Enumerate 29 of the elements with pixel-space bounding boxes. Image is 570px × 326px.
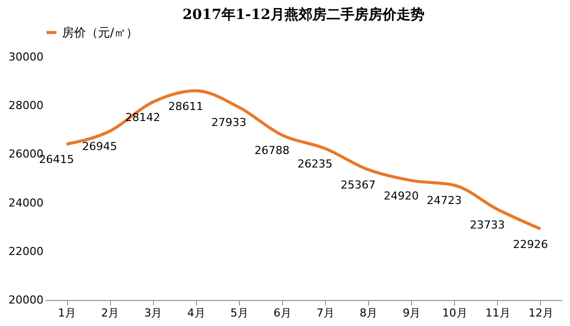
data-label: 26945 — [82, 140, 118, 154]
x-tick-label: 10月 — [442, 306, 468, 320]
chart-title: 2017年1-12月燕郊房二手房房价走势 — [182, 6, 424, 23]
data-label: 24920 — [384, 189, 419, 202]
legend-label: 房价（元/㎡） — [62, 26, 138, 40]
y-tick-label: 20000 — [8, 294, 44, 306]
y-tick-label: 28000 — [8, 99, 44, 112]
y-tick-label: 22000 — [8, 244, 44, 258]
data-label: 26788 — [254, 144, 290, 158]
y-tick-label: 24000 — [8, 196, 44, 210]
x-tick-label: 12月 — [528, 306, 554, 320]
data-label: 23733 — [470, 218, 505, 232]
x-tick-label: 9月 — [402, 306, 421, 320]
data-label: 25367 — [340, 178, 376, 192]
data-label: 24723 — [426, 194, 462, 208]
data-label: 22926 — [512, 238, 548, 251]
x-tick-label: 1月 — [58, 306, 76, 320]
x-tick-label: 4月 — [187, 306, 206, 320]
x-tick-label: 6月 — [273, 306, 292, 320]
x-tick-label: 5月 — [230, 306, 248, 320]
y-tick-label: 30000 — [8, 50, 44, 64]
x-tick-label: 7月 — [316, 306, 335, 320]
x-tick-label: 3月 — [144, 306, 162, 320]
data-label: 28611 — [168, 100, 204, 113]
data-label: 26235 — [298, 157, 333, 170]
data-label: 27933 — [211, 116, 246, 130]
x-tick-label: 11月 — [485, 306, 510, 320]
x-tick-label: 2月 — [101, 306, 120, 320]
x-tick-label: 8月 — [360, 306, 378, 320]
